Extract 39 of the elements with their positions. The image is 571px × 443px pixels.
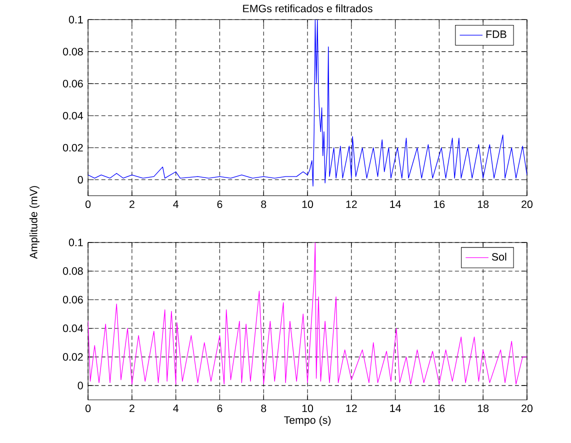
x-tick-label: 8 (261, 200, 266, 208)
x-tick-label: 14 (390, 200, 401, 208)
y-tick-label: 0 (78, 382, 83, 390)
y-axis-title: Amplitude (mV) (29, 186, 40, 260)
x-axis-title: Tempo (s) (284, 416, 331, 426)
x-tick-label: 12 (346, 200, 357, 208)
x-tick-label: 20 (522, 200, 532, 208)
x-tick-label: 4 (173, 200, 178, 208)
x-tick-label: 18 (478, 200, 489, 208)
x-tick-label: 16 (434, 200, 445, 208)
x-tick-label: 10 (302, 200, 314, 208)
x-tick-label: 2 (130, 404, 134, 412)
y-tick-label: 0 (78, 176, 83, 184)
y-tick-label: 0.02 (62, 144, 83, 152)
x-tick-label: 2 (130, 200, 134, 208)
legend-label: FDB (486, 30, 506, 38)
y-tick-label: 0.08 (62, 268, 83, 276)
y-tick-label: 0.08 (62, 48, 83, 56)
x-tick-label: 0 (86, 404, 91, 412)
x-tick-label: 4 (173, 404, 178, 412)
y-tick-label: 0.1 (68, 16, 83, 24)
y-tick-label: 0.1 (68, 238, 83, 246)
x-tick-label: 0 (86, 200, 91, 208)
x-tick-label: 12 (346, 404, 357, 412)
x-tick-label: 16 (434, 404, 445, 412)
y-tick-label: 0.06 (62, 80, 83, 88)
x-tick-label: 18 (478, 404, 489, 412)
chart-title: EMGs retificados e filtrados (243, 4, 372, 12)
y-tick-label: 0.06 (62, 296, 83, 304)
y-tick-label: 0.04 (62, 324, 84, 332)
x-tick-label: 20 (522, 404, 532, 412)
x-tick-label: 6 (217, 404, 222, 412)
y-tick-label: 0.04 (62, 112, 84, 120)
x-tick-label: 8 (261, 404, 266, 412)
legend-label: Sol (492, 252, 506, 261)
y-tick-label: 0.02 (62, 353, 83, 361)
x-tick-label: 10 (302, 404, 314, 412)
x-tick-label: 14 (390, 404, 401, 412)
x-tick-label: 6 (217, 200, 222, 208)
